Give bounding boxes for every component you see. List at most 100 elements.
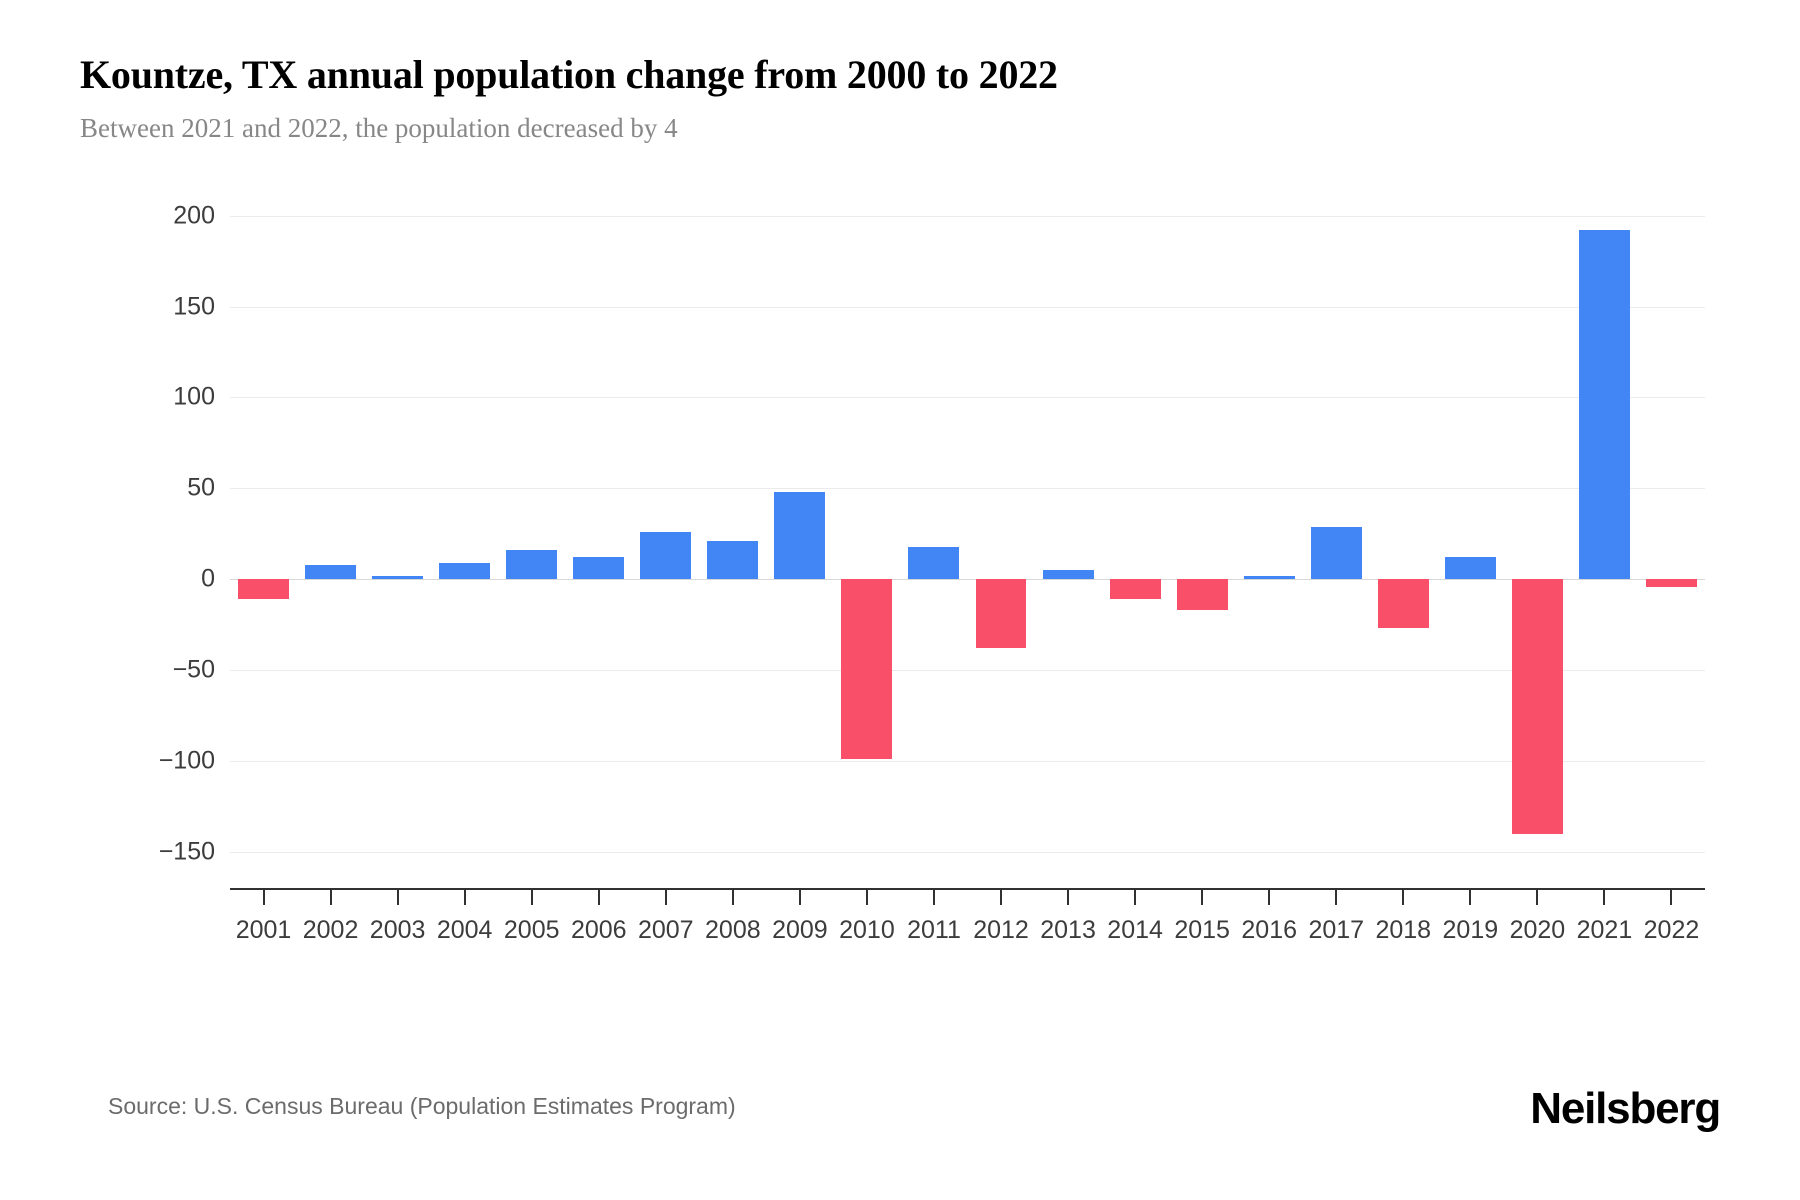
x-axis-tick	[932, 888, 935, 906]
gridline-200	[230, 215, 1705, 217]
y-axis-tick-label: 200	[173, 201, 215, 230]
x-axis-tick	[1670, 888, 1673, 906]
x-axis-tick	[597, 888, 600, 906]
bar-2007[interactable]	[640, 532, 692, 580]
gridline--150	[230, 852, 1705, 854]
x-axis-tick-label-2007: 2007	[637, 916, 694, 945]
bar-slot	[431, 188, 498, 888]
y-axis-tick-label: 150	[173, 292, 215, 321]
bar-slot	[1102, 188, 1169, 888]
bar-2020[interactable]	[1511, 579, 1563, 834]
x-axis-tick	[530, 888, 533, 906]
bar-2013[interactable]	[1042, 570, 1094, 580]
x-axis: 2001 2002 2003 2004 2005 2006 2007 2008 2009 2010…	[230, 888, 1705, 978]
x-axis-tick-label-2014: 2014	[1107, 916, 1163, 945]
bar-2012[interactable]	[975, 579, 1027, 649]
source-note: Source: U.S. Census Bureau (Population E…	[108, 1093, 736, 1119]
x-axis-tick-label-2002: 2002	[302, 916, 359, 945]
x-axis-tick-label-2010: 2010	[839, 916, 895, 945]
bar-slot	[1303, 188, 1370, 888]
bar-slot	[968, 188, 1035, 888]
bar-slot	[565, 188, 632, 888]
gridline-50	[230, 488, 1705, 490]
bar-2022[interactable]	[1645, 579, 1697, 587]
bar-slot	[364, 188, 431, 888]
x-axis-tick	[1469, 888, 1472, 906]
y-axis-tick-label: −100	[158, 746, 215, 775]
x-axis-tick	[1000, 888, 1003, 906]
x-axis-tick-label-2022: 2022	[1643, 916, 1700, 945]
bar-2018[interactable]	[1377, 579, 1429, 629]
x-axis-tick-label-2004: 2004	[436, 916, 493, 945]
bar-2009[interactable]	[774, 492, 826, 580]
brand-logo: Neilsberg	[1530, 1084, 1721, 1133]
x-axis-tick-label-2005: 2005	[503, 916, 560, 945]
y-axis-tick-label: −150	[158, 837, 215, 866]
chart-canvas: 200 150 100 50 0 −50 −100 −150 2001 2002 2003 2004…	[60, 188, 1740, 944]
bar-2015[interactable]	[1176, 579, 1228, 611]
x-axis-tick	[1268, 888, 1271, 906]
bar-2002[interactable]	[305, 564, 356, 580]
x-axis-tick-label-2018: 2018	[1375, 916, 1432, 945]
x-axis-tick	[664, 888, 667, 906]
y-axis-labels: 200 150 100 50 0 −50 −100 −150	[60, 188, 215, 888]
x-axis-tick-label-2017: 2017	[1308, 916, 1365, 945]
bar-2008[interactable]	[707, 541, 759, 580]
bar-slot	[1236, 188, 1303, 888]
gridline-0	[230, 579, 1705, 581]
x-axis-tick	[1134, 888, 1137, 906]
y-axis-tick-label: 0	[201, 564, 215, 593]
x-axis-tick-label-2003: 2003	[369, 916, 426, 945]
x-axis-tick	[731, 888, 734, 906]
x-axis-tick-label-2021: 2021	[1576, 916, 1633, 945]
bar-slot	[297, 188, 364, 888]
chart-footer: Source: U.S. Census Bureau (Population E…	[0, 1030, 1800, 1200]
x-axis-tick	[262, 888, 265, 906]
x-axis-tick-label-2020: 2020	[1509, 916, 1566, 945]
bar-slot	[230, 188, 297, 888]
x-axis-tick	[329, 888, 332, 906]
x-axis-line	[230, 888, 1705, 891]
x-axis-tick-label-2016: 2016	[1241, 916, 1298, 945]
x-axis-tick	[1067, 888, 1070, 906]
x-axis-tick	[798, 888, 801, 906]
bar-slot	[833, 188, 900, 888]
chart-plot-area: 200 150 100 50 0 −50 −100 −150 2001 2002 2003 2004…	[60, 188, 1740, 944]
bar-2014[interactable]	[1109, 579, 1161, 600]
bar-2017[interactable]	[1310, 526, 1362, 580]
x-axis-tick-label-2015: 2015	[1174, 916, 1230, 945]
page-title: Kountze, TX annual population change fro…	[80, 52, 1058, 97]
bar-2006[interactable]	[573, 557, 625, 580]
x-axis-tick	[1201, 888, 1204, 906]
bar-2003[interactable]	[372, 575, 424, 580]
bar-slot	[1437, 188, 1504, 888]
bar-slot	[498, 188, 565, 888]
bar-2021[interactable]	[1578, 230, 1630, 580]
bar-slot	[1035, 188, 1102, 888]
bar-series	[230, 188, 1705, 888]
gridline-100	[230, 397, 1705, 399]
bar-slot	[1638, 188, 1705, 888]
x-axis-tick	[463, 888, 466, 906]
gridline--100	[230, 761, 1705, 763]
gridline--50	[230, 670, 1705, 672]
bar-slot	[1370, 188, 1437, 888]
bar-2010[interactable]	[841, 579, 893, 760]
bar-2011[interactable]	[908, 546, 960, 580]
x-axis-tick	[1536, 888, 1539, 906]
bar-2004[interactable]	[439, 562, 491, 580]
x-axis-tick	[865, 888, 868, 906]
chart-subtitle: Between 2021 and 2022, the population de…	[80, 113, 678, 143]
bar-slot	[632, 188, 699, 888]
x-axis-tick-label-2006: 2006	[570, 916, 627, 945]
bar-slot	[1169, 188, 1236, 888]
bar-2019[interactable]	[1444, 557, 1496, 580]
bar-2001[interactable]	[238, 579, 289, 600]
x-axis-tick-label-2013: 2013	[1040, 916, 1096, 945]
bar-2016[interactable]	[1243, 575, 1295, 580]
x-axis-tick	[1603, 888, 1606, 906]
x-axis-tick	[1402, 888, 1405, 906]
y-axis-tick-label: −50	[172, 655, 215, 684]
bar-2005[interactable]	[506, 550, 558, 580]
